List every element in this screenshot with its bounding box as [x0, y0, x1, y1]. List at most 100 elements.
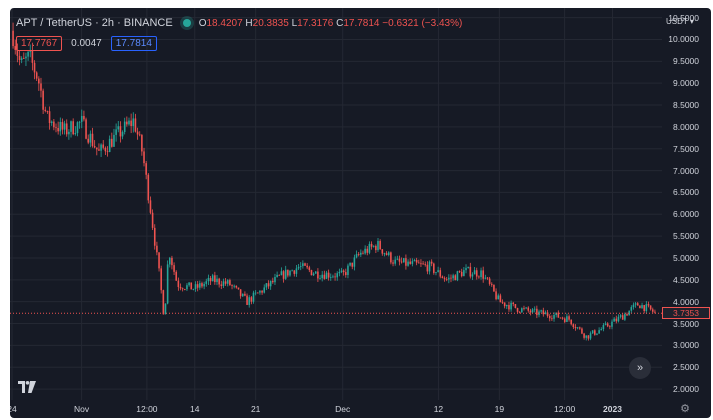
candle	[291, 269, 293, 272]
candle	[566, 313, 568, 323]
candle	[490, 282, 493, 287]
candle	[523, 305, 525, 311]
price-tick-label: 5.5000	[673, 231, 699, 242]
sell-button[interactable]: 17.7767	[16, 36, 63, 51]
candle	[119, 121, 122, 143]
candle	[435, 271, 437, 276]
candle	[632, 302, 635, 310]
price-axis[interactable]: 10.5000 10.0000 9.5000 9.0000 8.5000 8.0000 7.…	[662, 8, 711, 400]
candle	[456, 270, 459, 282]
time-tick-label: 24	[10, 404, 17, 414]
candle	[224, 277, 227, 286]
candle	[443, 276, 446, 282]
buy-button[interactable]: 17.7814	[110, 36, 157, 51]
candle	[113, 128, 115, 148]
candle	[102, 140, 105, 150]
candle	[529, 308, 532, 316]
candle	[151, 209, 154, 231]
candle	[57, 121, 59, 135]
candle	[598, 327, 600, 334]
currency-selector[interactable]: USDT ▾	[666, 17, 694, 26]
candle	[639, 305, 641, 309]
candle	[473, 266, 476, 275]
chart-frame[interactable]: APT / TetherUS · 2h · BINANCE O18.4207 H2…	[10, 8, 711, 418]
candle	[87, 134, 90, 145]
candle	[551, 315, 553, 321]
candle	[237, 287, 240, 290]
candle	[357, 252, 360, 257]
candle	[430, 259, 433, 267]
candle	[138, 131, 141, 137]
candle	[540, 309, 542, 314]
candle	[531, 307, 534, 314]
candle	[591, 330, 594, 334]
candle	[604, 321, 607, 326]
candle	[132, 112, 135, 133]
candle	[544, 310, 547, 315]
candle	[546, 309, 549, 318]
candle	[486, 277, 489, 280]
candle	[241, 293, 244, 297]
candle	[441, 275, 444, 279]
candle	[44, 106, 47, 113]
candle	[156, 241, 158, 256]
candle	[65, 119, 68, 137]
candle	[160, 265, 162, 294]
scroll-to-realtime-button[interactable]: »	[629, 357, 651, 379]
candle	[272, 277, 274, 284]
candle	[93, 140, 96, 149]
tradingview-logo-icon[interactable]	[18, 380, 36, 393]
order-buttons: 17.7767 0.0047 17.7814	[16, 36, 157, 51]
candle	[437, 266, 439, 273]
candle	[347, 263, 349, 279]
candle	[536, 305, 538, 319]
candle	[267, 280, 270, 289]
candle	[568, 314, 570, 322]
candle	[394, 256, 396, 266]
candle	[20, 56, 23, 64]
candle	[417, 259, 420, 264]
candle	[181, 287, 184, 292]
candle	[314, 271, 317, 274]
candlestick-plot[interactable]	[10, 8, 662, 400]
candle	[574, 324, 577, 331]
time-tick-label: Nov	[74, 404, 90, 414]
candle	[164, 303, 167, 315]
time-tick-label: 14	[190, 404, 200, 414]
candle	[46, 110, 49, 114]
candle	[385, 251, 388, 256]
candle	[186, 283, 188, 292]
candle	[433, 262, 435, 275]
candle	[299, 262, 302, 271]
candle	[353, 254, 356, 271]
candle	[42, 88, 44, 114]
price-tick-label: 3.5000	[673, 318, 699, 329]
price-tick-label: 2.0000	[673, 384, 699, 395]
candle	[405, 254, 407, 270]
candle	[342, 269, 345, 276]
candle	[179, 283, 182, 291]
candle	[83, 110, 85, 122]
candle	[602, 322, 605, 332]
candle	[475, 267, 478, 280]
symbol-label[interactable]: APT / TetherUS · 2h · BINANCE	[16, 17, 173, 29]
candle	[12, 22, 14, 49]
price-tick-label: 6.5000	[673, 187, 699, 198]
candle	[295, 265, 298, 277]
candle	[340, 267, 343, 274]
candle	[203, 281, 205, 290]
candle	[448, 274, 450, 284]
time-tick-label: Dec	[335, 404, 351, 414]
candle	[512, 301, 515, 307]
candle	[542, 307, 545, 317]
candle	[426, 261, 429, 275]
candle	[194, 281, 197, 292]
candle	[250, 296, 253, 305]
candle	[205, 278, 208, 287]
candle	[89, 130, 92, 148]
candle	[259, 290, 261, 295]
settings-icon[interactable]: ⚙	[680, 402, 690, 415]
candle	[596, 333, 598, 336]
candle	[630, 305, 633, 314]
time-axis[interactable]: 24 Nov 12:00 14 21 Dec 12 19 12:00 2023	[10, 400, 662, 418]
